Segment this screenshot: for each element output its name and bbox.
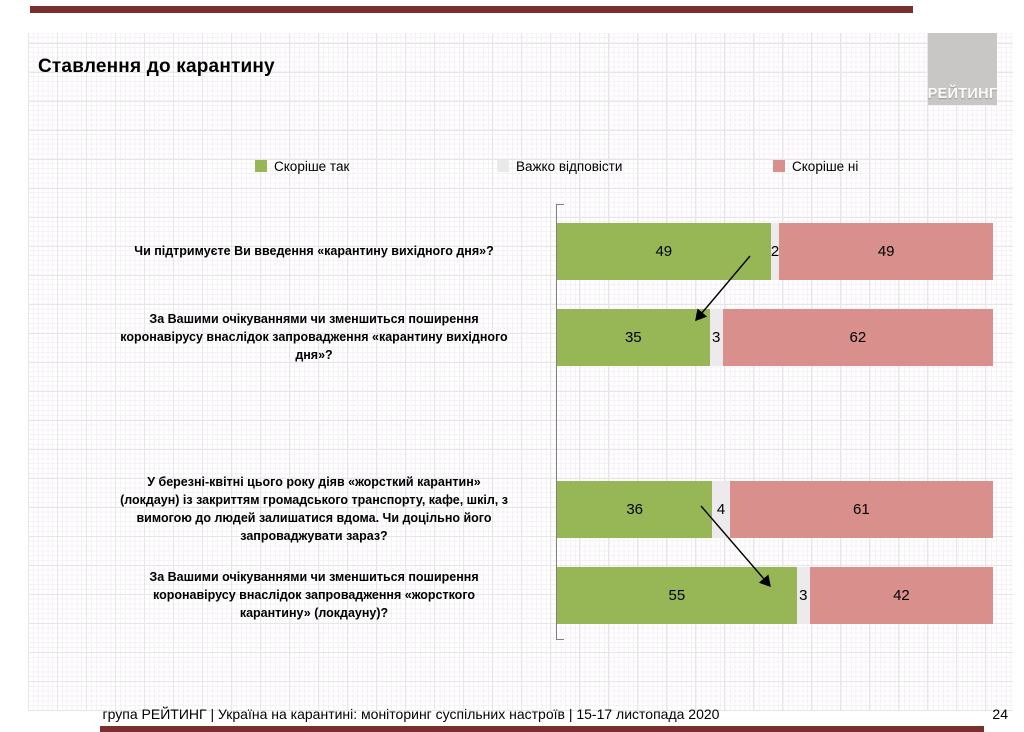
bar-value-label: 49 bbox=[655, 243, 673, 260]
bar-value-label: 36 bbox=[626, 501, 644, 518]
bar-value-label: 42 bbox=[893, 587, 910, 604]
slide-background bbox=[28, 33, 1013, 711]
footer-source-line: група РЕЙТИНГ | Україна на карантині: мо… bbox=[102, 706, 720, 722]
bar-segment bbox=[770, 223, 780, 280]
bar-segment bbox=[729, 481, 993, 538]
bar-value-label: 55 bbox=[668, 587, 686, 604]
bar-value-label: 3 bbox=[799, 587, 808, 604]
legend-item-no: Скоріше ні bbox=[773, 158, 858, 174]
rating-logo-text: РЕЙТИНГ bbox=[927, 86, 998, 102]
bar-value-label: 49 bbox=[877, 243, 895, 260]
legend-swatch-hard-to-say bbox=[497, 160, 509, 172]
bar-segment bbox=[557, 309, 710, 366]
bar-value-label: 61 bbox=[852, 501, 870, 518]
legend-label-yes: Скоріше так bbox=[274, 158, 350, 174]
bar-segment bbox=[779, 223, 993, 280]
bar-value-label: 35 bbox=[624, 329, 642, 346]
page-number: 24 bbox=[992, 706, 1008, 722]
bar-segment bbox=[557, 481, 713, 538]
legend-swatch-no bbox=[773, 160, 785, 172]
bottom-accent-bar bbox=[100, 726, 984, 732]
legend-swatch-yes bbox=[255, 160, 267, 172]
axis-tick-bottom bbox=[556, 639, 564, 640]
bar-value-label: 3 bbox=[711, 329, 721, 346]
page-title: Ставлення до карантину bbox=[38, 56, 275, 77]
axis-tick-top bbox=[556, 204, 564, 205]
bar-value-label: 62 bbox=[849, 329, 867, 346]
bar-segment bbox=[809, 567, 993, 624]
legend-label-no: Скоріше ні bbox=[792, 158, 859, 174]
category-axis-line bbox=[556, 204, 557, 640]
bar-segment bbox=[709, 309, 723, 366]
legend-item-yes: Скоріше так bbox=[255, 158, 349, 174]
chart-category-label: За Вашими очікуваннями чи зменшиться пош… bbox=[120, 311, 508, 362]
chart-category-label: За Вашими очікуваннями чи зменшиться пош… bbox=[149, 569, 479, 620]
legend-item-hard-to-say: Важко відповісти bbox=[497, 158, 622, 174]
bar-value-label: 2 bbox=[770, 243, 780, 260]
bar-segment bbox=[722, 309, 993, 366]
rating-logo: РЕЙТИНГ bbox=[928, 33, 997, 105]
chart-category-label: Чи підтримуєте Ви введення «карантину ви… bbox=[134, 243, 494, 258]
bar-segment bbox=[796, 567, 810, 624]
legend-label-hard-to-say: Важко відповісти bbox=[516, 158, 623, 174]
chart-category-label: У березні-квітні цього року діяв «жорстк… bbox=[120, 474, 508, 543]
top-accent-bar bbox=[30, 6, 913, 13]
